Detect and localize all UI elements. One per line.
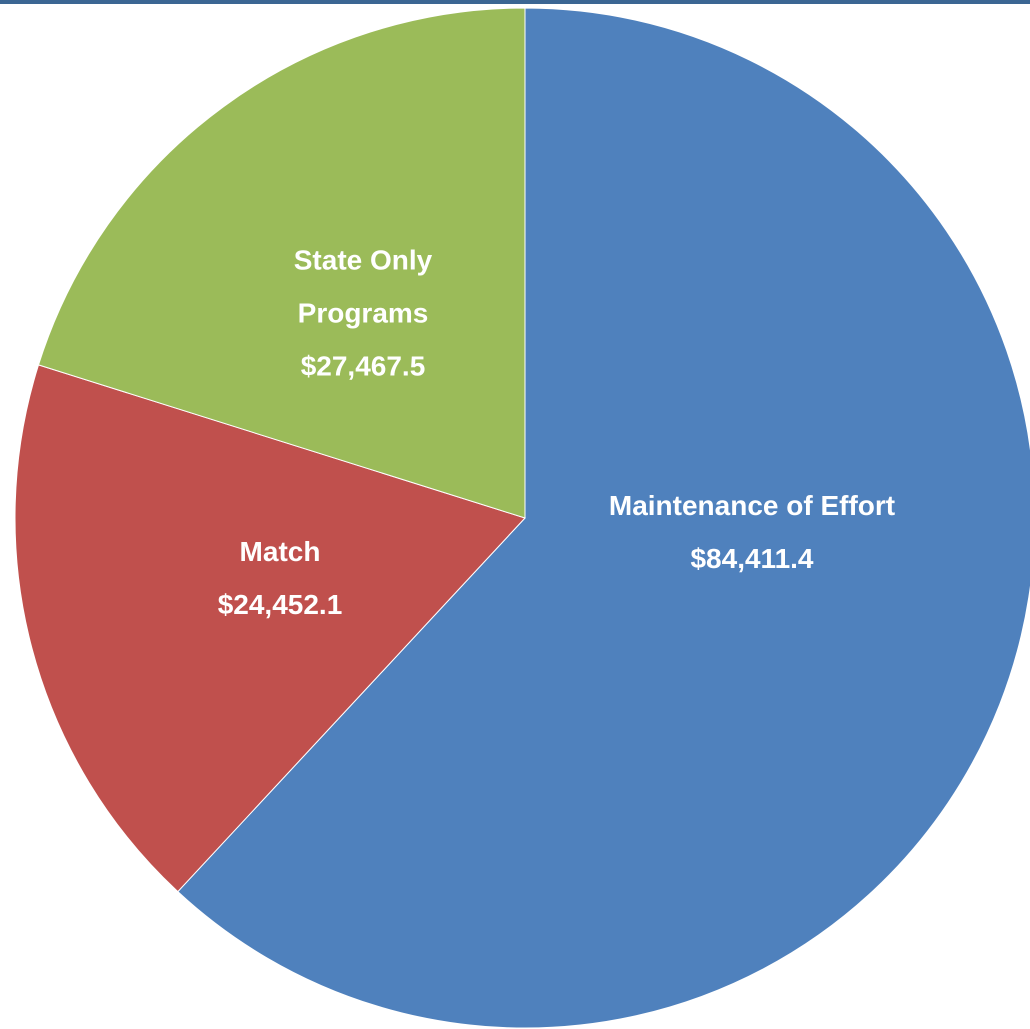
category-label: Maintenance of Effort [608,490,896,521]
slice-label: Maintenance of Effort $84,411.4 [602,479,902,585]
category-label: Match [239,536,321,567]
pie-slice [177,7,1030,1029]
top-border [0,0,1030,4]
slice-label: State Only Programs $27,467.5 [258,234,468,393]
value-label: $27,467.5 [300,350,426,382]
value-label: $24,452.1 [217,589,343,620]
value-label: $84,411.4 [690,543,814,574]
slice-label: Match $24,452.1 [180,525,380,631]
pie-slice [14,364,526,893]
category-label: State Only Programs [293,244,433,329]
pie-slice [37,7,526,519]
